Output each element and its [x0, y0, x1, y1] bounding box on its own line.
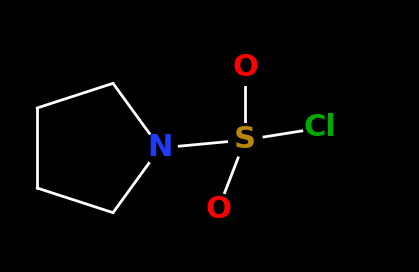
- Text: Cl: Cl: [303, 113, 336, 143]
- Text: O: O: [205, 196, 231, 224]
- Text: N: N: [147, 134, 173, 162]
- Text: O: O: [232, 54, 258, 82]
- Text: S: S: [234, 125, 256, 154]
